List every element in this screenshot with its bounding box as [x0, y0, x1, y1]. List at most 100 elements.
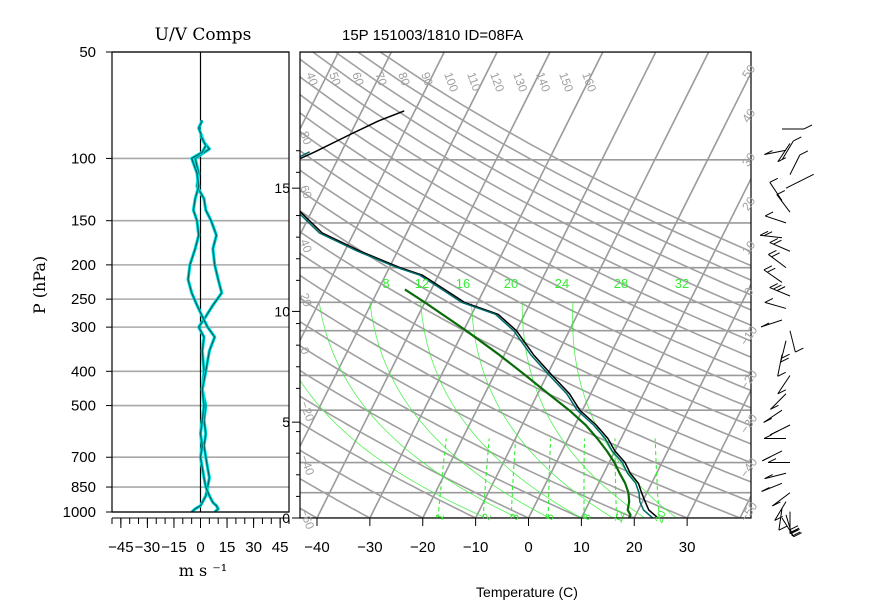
wind-barb-flag	[770, 430, 779, 436]
uv-x-axis-label: m s ⁻¹	[179, 561, 227, 580]
pressure-tick-label: 700	[71, 449, 96, 466]
uv-v-line	[187, 134, 219, 512]
uv-x-tick-label: −15	[161, 539, 186, 556]
wind-barb-staff	[764, 215, 787, 224]
wind-barb-flag	[792, 531, 801, 537]
isotherm-line	[0, 52, 127, 518]
wind-barb-flag	[777, 371, 786, 377]
moist-adiabat-line	[369, 302, 550, 518]
dry-adiabat-line	[300, 169, 751, 409]
wind-barb-flag	[795, 347, 804, 353]
uv-x-tick-label: 45	[272, 539, 289, 556]
dry-adiabat-line	[300, 230, 751, 464]
mixing-ratio-label: 20	[504, 276, 518, 291]
dry-adiabat-line	[300, 58, 751, 311]
mixing-ratio-label: 16	[456, 276, 470, 291]
wind-barb-flag	[762, 456, 771, 462]
wind-barb-flag	[770, 404, 779, 410]
left-adiabat-label: −20	[297, 399, 317, 423]
dry-adiabat-label: 110	[464, 70, 484, 93]
wind-barb-staff	[777, 375, 791, 395]
mixing-ratio-bottom-label: 20	[653, 509, 668, 525]
mixing-ratio-label: 8	[382, 276, 389, 291]
wind-barb-flag	[763, 265, 773, 271]
moist-adiabat-line	[300, 379, 487, 518]
left-adiabat-label: 40	[297, 237, 315, 255]
wind-barbs	[759, 124, 814, 538]
isotherm-line	[300, 52, 445, 343]
temp-tick-label: −10	[463, 539, 488, 556]
wind-barb-staff	[770, 393, 787, 410]
wind-barb-flag	[803, 124, 813, 130]
temp-tick-label: 0	[524, 539, 532, 556]
wind-barb-flag	[799, 150, 809, 156]
wind-barb-flag	[767, 458, 777, 463]
pressure-tick-label: 150	[71, 213, 96, 230]
uv-panel-title: U/V Comps	[155, 25, 252, 45]
wind-barb-staff	[768, 254, 787, 269]
isotherm-line	[316, 52, 551, 518]
mixing-ratio-bottom-label: 2	[480, 512, 493, 522]
dry-adiabat-line	[300, 75, 751, 327]
right-adiabat-label: 40	[739, 106, 758, 125]
temp-tick-label: −30	[357, 539, 382, 556]
pressure-tick-label: 500	[71, 398, 96, 415]
right-adiabat-label: −20	[737, 367, 760, 392]
moist-adiabat-line	[318, 302, 519, 518]
wind-barb-flag	[771, 252, 780, 258]
wind-barb-flag	[764, 474, 773, 480]
wind-barb-flag	[769, 177, 779, 183]
moist-adiabat-line	[521, 302, 646, 518]
temp-tick-label: −20	[410, 539, 435, 556]
wind-barb-flag	[773, 284, 782, 290]
isotherm-line	[300, 52, 393, 237]
profile-dewpoint	[300, 151, 654, 518]
isotherm-line	[300, 52, 340, 131]
mixing-ratio-label: 12	[415, 276, 429, 291]
wind-barb-flag	[764, 150, 773, 155]
wind-barb-staff	[785, 177, 806, 189]
skewt-x-axis-label: Temperature (C)	[476, 584, 578, 600]
right-adiabat-label: −50	[737, 499, 760, 524]
wind-barb-flag	[764, 211, 774, 217]
left-adiabat-label: −40	[297, 453, 317, 477]
mixing-ratio-bottom-label: 5	[543, 512, 556, 522]
wind-barb-flag	[793, 136, 802, 142]
isotherm-line	[739, 494, 751, 518]
moist-adiabat-line	[572, 302, 677, 518]
height-tick-label: 5	[282, 414, 290, 430]
wind-barb-flag	[777, 157, 787, 163]
temp-tick-label: 10	[573, 539, 590, 556]
moist-adiabat-line	[471, 302, 614, 518]
skewt-grid	[0, 52, 751, 518]
wind-barb-staff	[781, 140, 794, 161]
uv-x-tick-label: −30	[135, 539, 160, 556]
dry-adiabat-line	[300, 449, 424, 518]
dry-adiabat-line	[300, 477, 371, 518]
wind-barb-staff	[777, 143, 791, 163]
dry-adiabat-line	[300, 395, 529, 518]
dry-adiabat-label: 90	[418, 70, 436, 88]
dry-adiabat-line	[300, 189, 751, 427]
isotherm-line	[527, 71, 751, 518]
dry-adiabat-line	[300, 421, 476, 518]
dry-adiabat-label: 60	[349, 70, 367, 88]
dry-adiabat-line	[300, 252, 751, 483]
pressure-tick-label: 300	[71, 319, 96, 336]
wind-barb-staff	[763, 269, 783, 283]
isotherm-line	[422, 52, 657, 518]
isotherm-line	[300, 52, 498, 449]
wind-barb-staff	[776, 194, 791, 213]
wind-barb-staff	[774, 501, 787, 521]
wind-barb-flag	[772, 501, 781, 507]
uv-x-tick-label: 15	[219, 539, 236, 556]
dry-adiabat-label: 160	[579, 70, 599, 94]
right-adiabat-label: 0	[741, 285, 756, 299]
profile-temperature	[300, 110, 659, 518]
pressure-tick-label: 400	[71, 363, 96, 380]
wind-barb-flag	[764, 297, 774, 303]
isotherm-line	[0, 52, 21, 518]
